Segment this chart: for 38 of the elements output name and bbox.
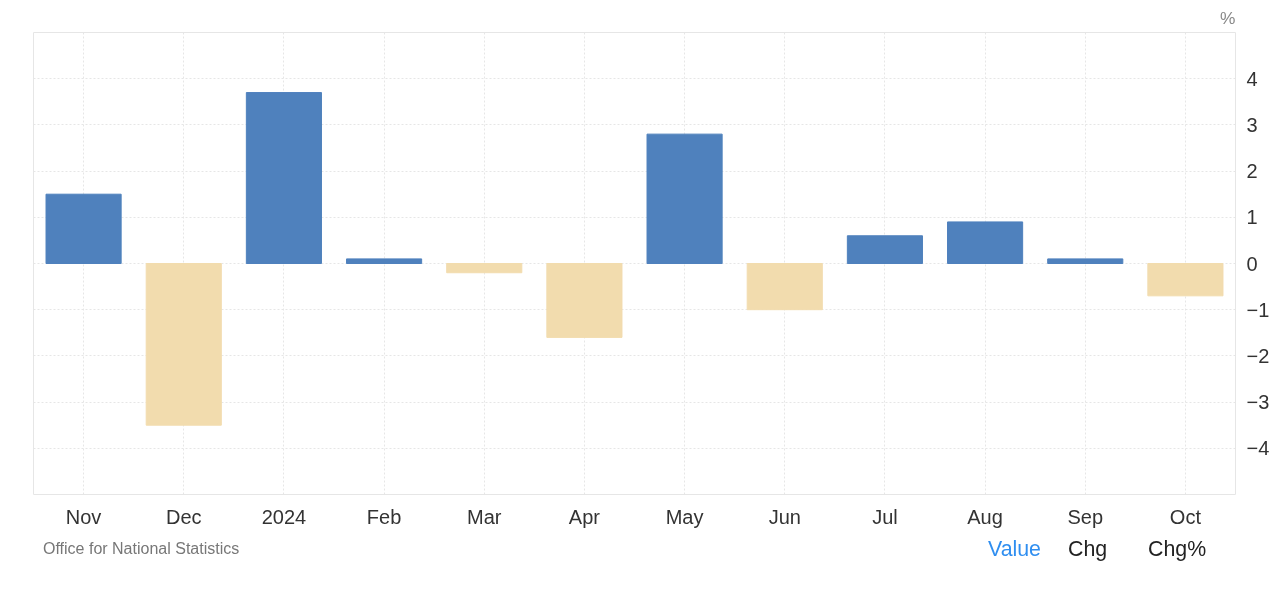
x-tick-label: Dec: [165, 505, 202, 528]
text: Value: [988, 536, 1041, 563]
bar: [846, 235, 923, 264]
x-tick-label: 2024: [261, 505, 307, 528]
x-tick-label: Mar: [467, 505, 502, 528]
bar: [947, 221, 1024, 264]
x-tick-label: Aug: [967, 505, 1003, 528]
x-tick-label: Apr: [568, 505, 601, 528]
y-tick-label: −4: [1246, 437, 1270, 460]
y-tick-label: 4: [1246, 67, 1258, 90]
y-axis-title: %: [1220, 7, 1236, 28]
y-tick-label: −2: [1246, 344, 1270, 367]
text: Office for National Statistics: [43, 539, 240, 559]
bar: [45, 193, 122, 264]
text: Chg%: [1148, 536, 1207, 563]
y-tick-label: 3: [1246, 113, 1258, 136]
bar: [446, 263, 523, 274]
bar: [245, 92, 322, 264]
x-tick-label: May: [665, 505, 704, 528]
x-tick-label: Oct: [1169, 505, 1202, 528]
bar: [1147, 263, 1224, 297]
bar: [346, 258, 423, 264]
y-tick-label: 1: [1246, 206, 1258, 229]
bar: [746, 263, 823, 311]
y-tick-label: −1: [1246, 298, 1270, 321]
x-tick-label: Nov: [65, 505, 102, 528]
x-tick-label: Feb: [366, 505, 402, 528]
bar: [546, 263, 623, 338]
y-tick-label: 0: [1246, 252, 1258, 275]
y-tick-label: −3: [1246, 391, 1270, 414]
x-tick-label: Jul: [872, 505, 898, 528]
x-tick-label: Sep: [1067, 505, 1104, 528]
x-tick-label: Jun: [768, 505, 801, 528]
bar: [646, 133, 723, 264]
y-tick-label: 2: [1246, 160, 1258, 183]
text: Chg: [1068, 536, 1108, 563]
bar: [145, 263, 222, 426]
bar: [1047, 258, 1124, 264]
